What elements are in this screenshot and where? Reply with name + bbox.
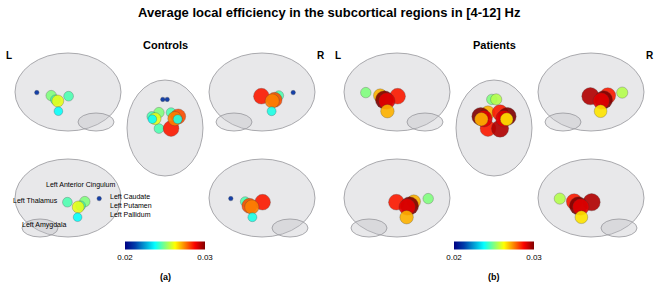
- svg-text:L: L: [335, 50, 341, 61]
- svg-text:Left Caudate: Left Caudate: [110, 193, 150, 200]
- svg-text:0.02: 0.02: [446, 253, 462, 262]
- svg-text:Controls: Controls: [143, 39, 188, 51]
- svg-text:0.03: 0.03: [197, 253, 213, 262]
- svg-text:(b): (b): [488, 272, 500, 282]
- svg-text:Average local efficiency in th: Average local efficiency in the subcorti…: [138, 5, 521, 20]
- svg-text:Left Putamen: Left Putamen: [110, 202, 152, 209]
- svg-text:L: L: [6, 50, 12, 61]
- svg-text:Left Thalamus: Left Thalamus: [13, 197, 58, 204]
- svg-text:Patients: Patients: [473, 39, 516, 51]
- svg-text:0.03: 0.03: [526, 253, 542, 262]
- svg-text:(a): (a): [160, 272, 171, 282]
- svg-text:Left Anterior Cingulum: Left Anterior Cingulum: [46, 181, 115, 189]
- svg-text:R: R: [317, 50, 325, 61]
- svg-text:0.02: 0.02: [117, 253, 133, 262]
- svg-text:Left Pallidum: Left Pallidum: [110, 211, 151, 218]
- svg-text:R: R: [646, 50, 654, 61]
- svg-text:Left Amygdala: Left Amygdala: [22, 221, 66, 229]
